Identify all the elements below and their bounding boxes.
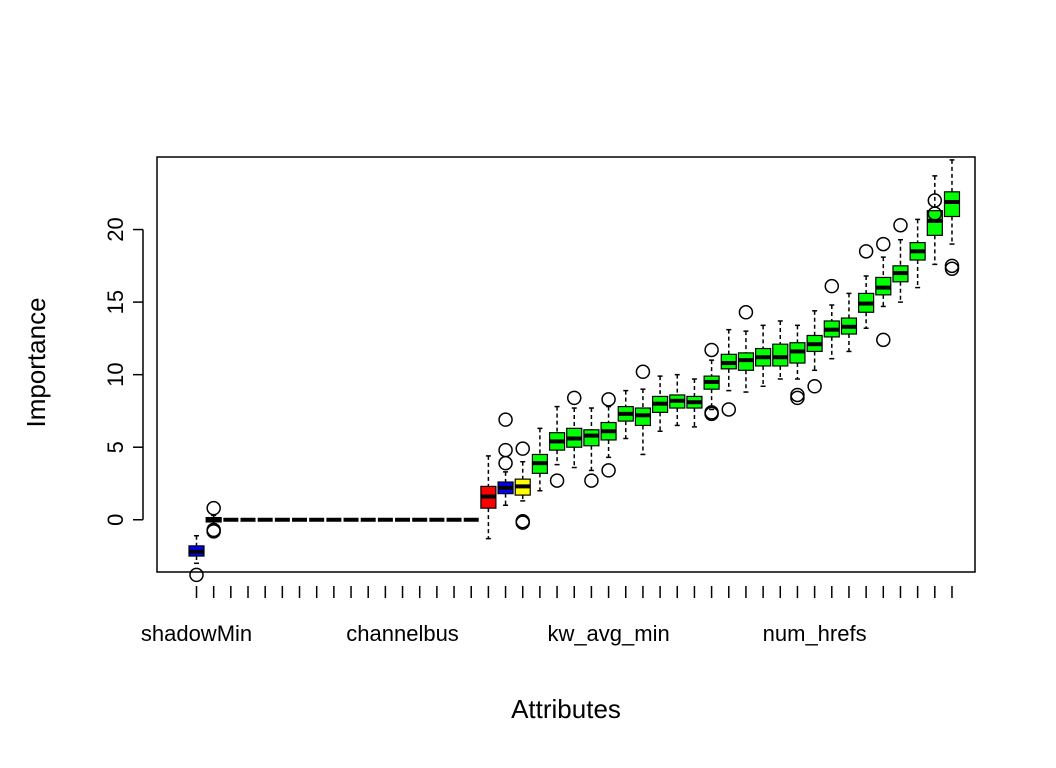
outlier-point [704, 406, 719, 422]
outlier-point [498, 455, 513, 471]
box-28 [651, 375, 669, 432]
outlier-point [584, 473, 599, 488]
box-2 [205, 500, 222, 539]
outlier-point [893, 217, 908, 233]
outlier-point [807, 379, 822, 394]
box-36 [789, 324, 806, 406]
box-23 [566, 390, 583, 469]
outlier-point [944, 261, 960, 276]
box-25 [600, 392, 617, 478]
y-axis: 0 5 10 15 20 [103, 217, 144, 526]
box-44 [926, 175, 943, 266]
box-45 [943, 159, 961, 276]
box-37 [806, 310, 823, 394]
box-21 [531, 427, 549, 492]
outlier-point [876, 236, 891, 252]
outlier-point [498, 442, 513, 458]
outlier-point [944, 258, 960, 274]
box-24 [583, 407, 600, 488]
outlier-point [790, 387, 805, 403]
box-31 [703, 342, 720, 422]
x-tick-label: shadowMin [141, 621, 252, 646]
outlier-point [738, 305, 754, 320]
box-18 [480, 455, 497, 540]
y-tick-label: 0 [103, 514, 128, 526]
box-body [772, 343, 789, 367]
x-axis-title: Attributes [511, 694, 621, 724]
box-29 [669, 373, 686, 427]
outlier-point [858, 244, 874, 259]
box-35 [772, 320, 789, 380]
box-34 [755, 324, 772, 388]
outlier-point [206, 524, 221, 539]
box-32 [720, 328, 737, 417]
outlier-point [927, 206, 943, 221]
box-body [583, 429, 600, 447]
box-43 [909, 218, 926, 289]
y-tick-label: 20 [103, 217, 128, 241]
box-40 [858, 244, 875, 329]
outlier-point [790, 390, 805, 406]
x-tick-label: num_hrefs [763, 621, 867, 646]
box-41 [875, 236, 892, 348]
outlier-point [876, 332, 891, 348]
y-tick-label: 15 [103, 290, 128, 314]
box-body [943, 191, 961, 218]
box-30 [686, 378, 703, 428]
box-27 [634, 364, 652, 456]
box-42 [892, 217, 909, 303]
x-tick-label: kw_avg_min [547, 621, 669, 646]
outlier-point [721, 402, 737, 417]
outlier-point [635, 364, 651, 380]
y-tick-label: 10 [103, 362, 128, 386]
box-20 [514, 441, 531, 530]
box-26 [617, 389, 634, 440]
outlier-point [601, 463, 616, 478]
box-22 [548, 405, 566, 488]
y-tick-label: 5 [103, 441, 128, 453]
outlier-point [206, 500, 221, 516]
outlier-point [601, 392, 616, 407]
plot-frame [156, 156, 976, 573]
outlier-point [189, 567, 204, 583]
outlier-point [549, 473, 565, 488]
box-38 [823, 278, 840, 360]
outlier-point [824, 278, 840, 294]
outlier-point [566, 390, 582, 406]
plot-area [188, 159, 961, 583]
outlier-point [515, 441, 530, 456]
outlier-point [704, 342, 719, 358]
box-19 [497, 412, 514, 507]
outlier-point [498, 412, 513, 427]
box-39 [840, 292, 858, 353]
box-33 [737, 305, 755, 393]
box-body [926, 210, 943, 236]
y-axis-title: Importance [21, 297, 51, 427]
x-tick-label: channelbus [346, 621, 459, 646]
outlier-point [515, 515, 530, 530]
box-1 [188, 534, 205, 583]
x-axis: shadowMin channelbus kw_avg_min num_hrefs [141, 586, 953, 646]
